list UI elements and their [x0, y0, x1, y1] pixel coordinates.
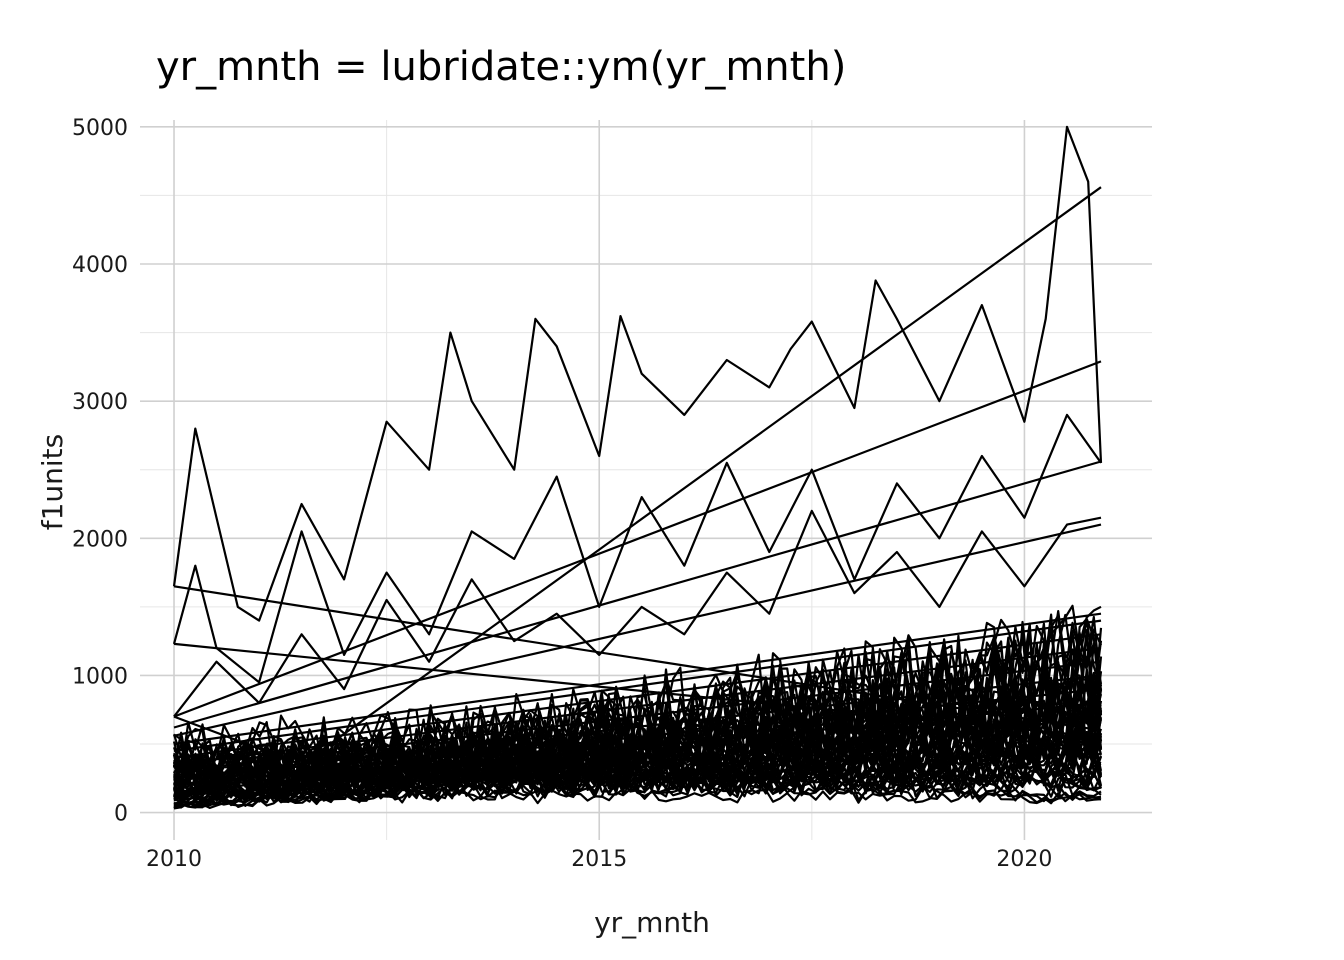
series-line-7 [173, 360, 1102, 718]
series-line-16 [173, 688, 1102, 787]
y-axis-ticks: 0 1000 2000 3000 4000 5000 [72, 116, 128, 827]
x-axis-ticks: 2010 2015 2020 [146, 847, 1052, 872]
x-axis-title: yr_mnth [594, 906, 710, 939]
x-tick-label: 2020 [996, 847, 1052, 872]
chart-title: yr_mnth = lubridate::ym(yr_mnth) [156, 44, 846, 90]
series-line-1 [172, 125, 1103, 622]
dense-series-line [173, 726, 1103, 810]
y-tick-label: 3000 [72, 390, 128, 415]
series-line-15 [173, 674, 1102, 780]
series-line-12 [173, 633, 1102, 759]
y-tick-label: 1000 [72, 664, 128, 689]
y-tick-label: 2000 [72, 527, 128, 552]
dense-series-line [173, 733, 1102, 805]
x-tick-label: 2010 [146, 847, 202, 872]
series-line-9 [173, 523, 1102, 737]
y-axis-title: f1units [36, 434, 69, 531]
dense-series-line [173, 668, 1103, 809]
y-tick-label: 5000 [72, 116, 128, 141]
series-line-5 [173, 642, 1102, 739]
series-line-11 [173, 619, 1102, 752]
series-line-2 [172, 413, 1102, 684]
series-lines [172, 125, 1103, 794]
x-tick-label: 2015 [571, 847, 627, 872]
series-line-4 [173, 585, 1102, 732]
y-tick-label: 0 [114, 802, 128, 827]
y-tick-label: 4000 [72, 253, 128, 278]
dense-series-band [172, 604, 1103, 810]
series-line-14 [173, 660, 1102, 773]
grid [140, 120, 1152, 840]
dense-series-line [172, 746, 1103, 791]
series-line-3 [173, 509, 1102, 718]
series-line-17 [173, 701, 1102, 794]
series-line-13 [173, 646, 1102, 766]
series-line-10 [173, 612, 1102, 746]
dense-series-line [173, 685, 1103, 794]
dense-series-line [172, 700, 1103, 786]
series-line-8 [173, 460, 1102, 729]
